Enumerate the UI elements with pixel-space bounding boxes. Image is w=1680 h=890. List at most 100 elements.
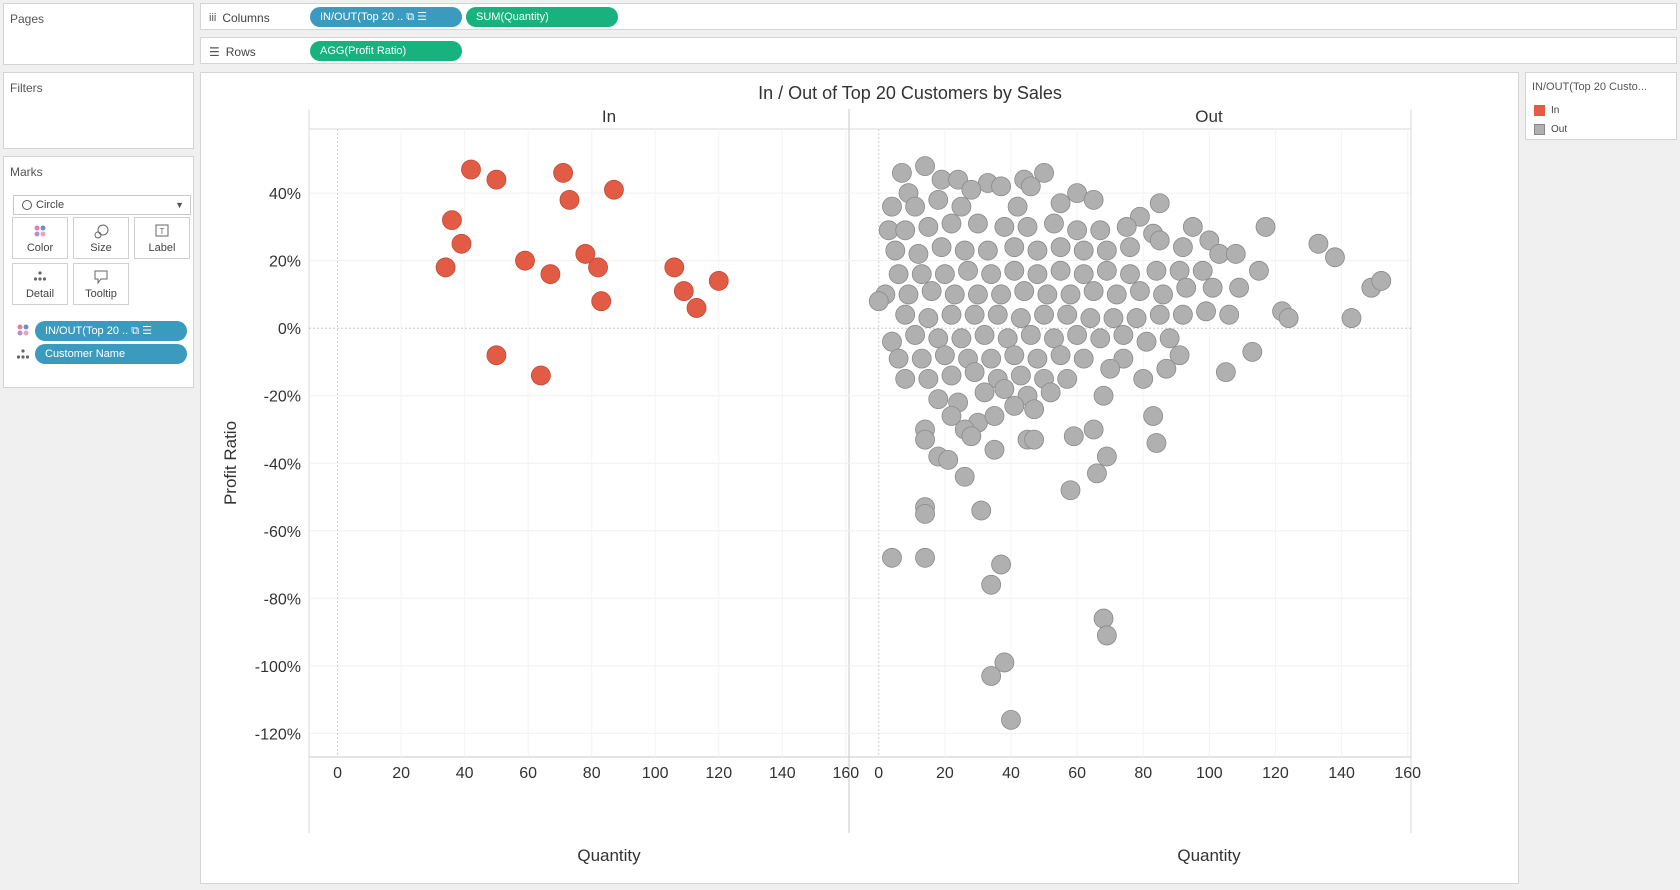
data-point-out[interactable] bbox=[1083, 281, 1104, 301]
data-point-out[interactable] bbox=[1037, 284, 1058, 305]
data-point-out[interactable] bbox=[1004, 395, 1025, 416]
size-button[interactable]: Size bbox=[73, 217, 129, 259]
data-point-out[interactable] bbox=[1096, 446, 1117, 467]
label-button[interactable]: T Label bbox=[134, 217, 190, 259]
detail-button[interactable]: Detail bbox=[12, 263, 68, 305]
data-point-in[interactable] bbox=[673, 281, 694, 301]
data-point-out[interactable] bbox=[1120, 237, 1140, 258]
data-point-out[interactable] bbox=[1341, 308, 1362, 328]
data-point-out[interactable] bbox=[1371, 271, 1392, 291]
data-point-out[interactable] bbox=[1080, 308, 1101, 328]
data-point-out[interactable] bbox=[1020, 325, 1041, 345]
data-point-out[interactable] bbox=[1050, 260, 1071, 281]
data-point-out[interactable] bbox=[918, 217, 939, 237]
data-point-out[interactable] bbox=[1027, 348, 1048, 369]
data-point-out[interactable] bbox=[882, 331, 902, 352]
data-point-out[interactable] bbox=[961, 426, 982, 447]
data-point-out[interactable] bbox=[1192, 260, 1213, 281]
data-point-out[interactable] bbox=[968, 284, 988, 305]
data-point-out[interactable] bbox=[1067, 325, 1088, 345]
data-point-out[interactable] bbox=[941, 365, 962, 386]
data-point-in[interactable] bbox=[530, 365, 551, 386]
data-point-out[interactable] bbox=[928, 190, 949, 210]
data-point-out[interactable] bbox=[1199, 230, 1220, 251]
data-point-out[interactable] bbox=[1014, 281, 1035, 301]
data-point-out[interactable] bbox=[1096, 625, 1117, 646]
data-point-out[interactable] bbox=[1176, 277, 1197, 298]
data-point-out[interactable] bbox=[931, 237, 952, 258]
data-point-out[interactable] bbox=[1113, 348, 1134, 369]
data-point-out[interactable] bbox=[1096, 260, 1117, 281]
data-point-out[interactable] bbox=[1308, 233, 1329, 254]
data-point-out[interactable] bbox=[1060, 284, 1081, 305]
data-point-out[interactable] bbox=[987, 304, 1008, 325]
data-point-out[interactable] bbox=[1136, 331, 1157, 352]
data-point-in[interactable] bbox=[515, 250, 535, 271]
data-point-out[interactable] bbox=[984, 406, 1005, 426]
data-points[interactable] bbox=[435, 156, 1392, 730]
legend-item-in[interactable]: In bbox=[1534, 105, 1559, 116]
data-point-out[interactable] bbox=[991, 554, 1011, 575]
data-point-out[interactable] bbox=[905, 196, 926, 217]
data-point-in[interactable] bbox=[442, 210, 462, 231]
data-point-out[interactable] bbox=[1130, 281, 1150, 301]
scatter-chart[interactable]: In / Out of Top 20 Customers by Sales In… bbox=[201, 73, 1520, 885]
data-point-out[interactable] bbox=[915, 547, 935, 568]
data-point-out[interactable] bbox=[1044, 328, 1064, 349]
data-point-out[interactable] bbox=[888, 264, 909, 285]
data-point-out[interactable] bbox=[981, 666, 1002, 686]
data-point-out[interactable] bbox=[918, 308, 939, 328]
data-point-out[interactable] bbox=[1149, 304, 1170, 325]
legend-item-out[interactable]: Out bbox=[1534, 124, 1567, 135]
data-point-out[interactable] bbox=[911, 348, 932, 369]
detail-pill[interactable]: Customer Name bbox=[35, 344, 187, 364]
data-point-out[interactable] bbox=[921, 281, 942, 301]
data-point-out[interactable] bbox=[1146, 260, 1167, 281]
data-point-out[interactable] bbox=[891, 162, 912, 183]
data-point-out[interactable] bbox=[1242, 341, 1263, 362]
data-point-out[interactable] bbox=[1007, 196, 1028, 217]
columns-pill-quantity[interactable]: SUM(Quantity) bbox=[466, 7, 618, 27]
data-point-out[interactable] bbox=[944, 284, 965, 305]
data-point-out[interactable] bbox=[1093, 608, 1114, 629]
data-point-out[interactable] bbox=[915, 504, 935, 524]
data-point-out[interactable] bbox=[974, 325, 995, 345]
data-point-out[interactable] bbox=[1011, 308, 1031, 328]
data-point-out[interactable] bbox=[981, 348, 1002, 369]
data-point-out[interactable] bbox=[908, 244, 929, 264]
data-point-out[interactable] bbox=[905, 325, 926, 345]
data-point-out[interactable] bbox=[882, 196, 902, 217]
data-point-out[interactable] bbox=[964, 362, 985, 382]
data-point-out[interactable] bbox=[1004, 260, 1025, 281]
data-point-out[interactable] bbox=[898, 284, 919, 305]
data-point-out[interactable] bbox=[997, 328, 1018, 349]
data-point-in[interactable] bbox=[575, 244, 596, 264]
data-point-out[interactable] bbox=[928, 389, 949, 410]
data-point-out[interactable] bbox=[1113, 325, 1134, 345]
mark-type-dropdown[interactable]: Circle ▼ bbox=[13, 195, 191, 215]
data-point-in[interactable] bbox=[486, 169, 507, 190]
data-point-out[interactable] bbox=[1024, 399, 1045, 420]
data-point-out[interactable] bbox=[1057, 304, 1078, 325]
data-point-out[interactable] bbox=[1004, 345, 1025, 366]
data-point-out[interactable] bbox=[964, 304, 985, 325]
data-point-out[interactable] bbox=[911, 264, 932, 285]
data-point-out[interactable] bbox=[1120, 264, 1140, 285]
data-point-in[interactable] bbox=[486, 345, 507, 366]
data-point-out[interactable] bbox=[1325, 247, 1345, 268]
data-point-out[interactable] bbox=[1249, 260, 1269, 281]
data-point-in[interactable] bbox=[664, 257, 685, 278]
data-point-out[interactable] bbox=[1169, 345, 1190, 366]
data-point-in[interactable] bbox=[451, 233, 472, 254]
data-point-out[interactable] bbox=[1090, 328, 1111, 349]
data-point-out[interactable] bbox=[994, 379, 1015, 399]
data-point-out[interactable] bbox=[1004, 237, 1025, 258]
data-point-out[interactable] bbox=[984, 439, 1005, 460]
data-point-out[interactable] bbox=[1215, 362, 1236, 382]
data-point-out[interactable] bbox=[981, 264, 1002, 285]
data-point-out[interactable] bbox=[954, 466, 975, 487]
data-point-out[interactable] bbox=[1034, 304, 1054, 325]
data-point-out[interactable] bbox=[1057, 368, 1078, 389]
data-point-out[interactable] bbox=[1130, 206, 1150, 227]
data-point-out[interactable] bbox=[868, 291, 889, 312]
